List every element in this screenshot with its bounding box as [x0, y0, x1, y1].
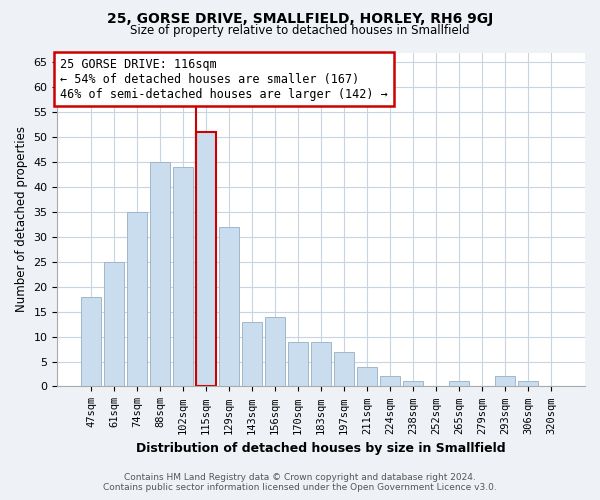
Text: Contains HM Land Registry data © Crown copyright and database right 2024.
Contai: Contains HM Land Registry data © Crown c… — [103, 473, 497, 492]
X-axis label: Distribution of detached houses by size in Smallfield: Distribution of detached houses by size … — [136, 442, 506, 455]
Bar — [334, 352, 354, 386]
Bar — [196, 132, 216, 386]
Bar — [173, 167, 193, 386]
Bar — [403, 382, 423, 386]
Bar — [127, 212, 147, 386]
Bar — [289, 342, 308, 386]
Bar — [265, 316, 285, 386]
Bar — [242, 322, 262, 386]
Y-axis label: Number of detached properties: Number of detached properties — [15, 126, 28, 312]
Bar — [358, 366, 377, 386]
Bar — [82, 296, 101, 386]
Text: 25, GORSE DRIVE, SMALLFIELD, HORLEY, RH6 9GJ: 25, GORSE DRIVE, SMALLFIELD, HORLEY, RH6… — [107, 12, 493, 26]
Text: Size of property relative to detached houses in Smallfield: Size of property relative to detached ho… — [130, 24, 470, 37]
Bar — [449, 382, 469, 386]
Bar — [311, 342, 331, 386]
Bar — [104, 262, 124, 386]
Bar — [496, 376, 515, 386]
Bar — [151, 162, 170, 386]
Bar — [518, 382, 538, 386]
Bar — [380, 376, 400, 386]
Bar — [220, 227, 239, 386]
Text: 25 GORSE DRIVE: 116sqm
← 54% of detached houses are smaller (167)
46% of semi-de: 25 GORSE DRIVE: 116sqm ← 54% of detached… — [60, 58, 388, 100]
